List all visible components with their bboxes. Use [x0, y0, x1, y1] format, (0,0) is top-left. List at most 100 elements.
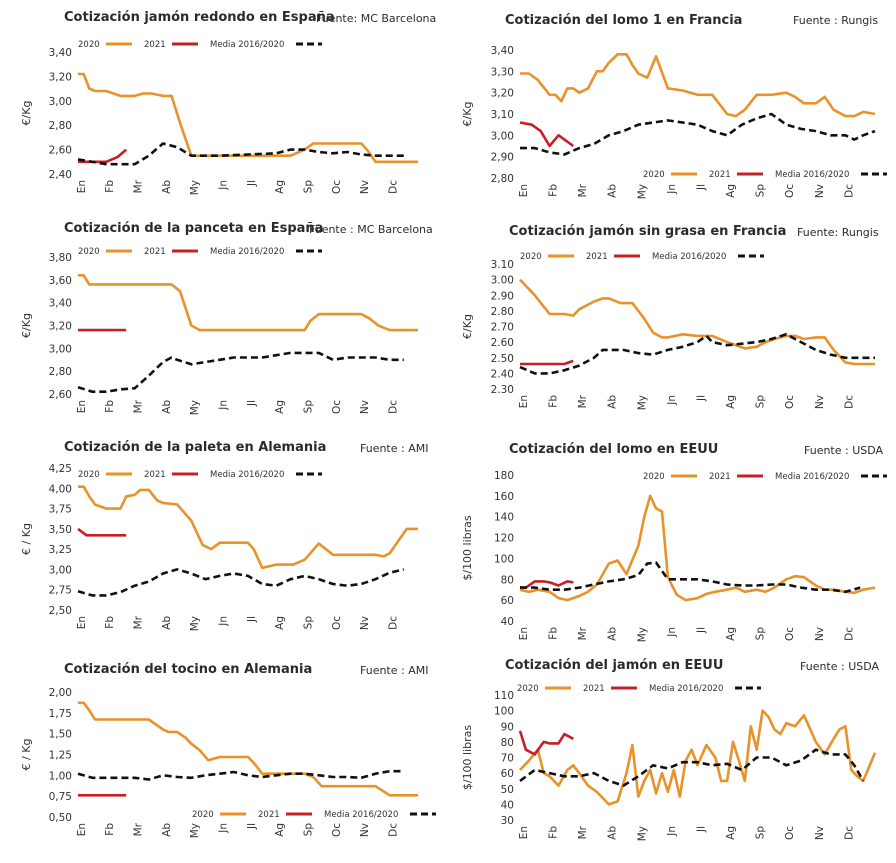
legend-label-y2020: 2020 — [520, 252, 542, 262]
x-tick-label: Fb — [104, 400, 116, 413]
chart-source: Fuente : Rungis — [793, 14, 879, 27]
chart-title: Cotización del tocino en Alemania — [64, 662, 313, 677]
x-tick-label: Jl — [246, 616, 258, 623]
series-line-y2020 — [519, 494, 876, 602]
chart-title: Cotización de la paleta en Alemania — [64, 440, 327, 455]
chart-panel-jamon-redondo-espana: Cotización jamón redondo en España Fuent… — [0, 0, 440, 210]
x-tick-label: My — [636, 395, 648, 410]
x-tick-label: Sp — [755, 826, 767, 840]
x-tick-label: Jn — [666, 395, 678, 406]
y-tick-label: 3,20 — [491, 88, 514, 100]
chart-svg: 2.30 2.40 2.50 2.60 2.70 2.80 2.90 3.00 3.10 €/Kg… — [461, 252, 875, 410]
y-tick-label: 2,60 — [49, 389, 72, 401]
x-tick-label: En — [76, 400, 88, 413]
y-axis-label: € / Kg — [20, 523, 33, 555]
series-line-y2020 — [520, 52, 876, 118]
x-tick-label: Sp — [303, 823, 315, 837]
chart-source: Fuente : AMI — [360, 664, 429, 677]
chart-title: Cotización del lomo en EEUU — [509, 442, 719, 457]
x-tick-label: Fb — [548, 826, 560, 839]
series-line-y2021 — [519, 121, 575, 148]
x-tick-label: Mr — [133, 399, 145, 413]
y-tick-label: 80 — [501, 737, 514, 749]
x-tick-label: My — [189, 400, 201, 415]
x-tick-label: Jl — [695, 184, 707, 191]
x-tick-label: Nv — [359, 400, 371, 414]
chart-svg: 2,50 2,75 3,00 3,25 3,50 3,75 4,00 4,25 € / Kg En… — [20, 463, 418, 631]
chart-svg: 40 60 80 100 120 140 160 180 $/100 libras En Fb Mr A… — [461, 470, 887, 642]
x-tick-label: Nv — [814, 826, 826, 840]
x-tick-label: Ab — [161, 823, 173, 837]
legend-label-media: Media 2016/2020 — [652, 252, 726, 262]
x-tick-label: Ab — [607, 627, 619, 641]
chart-svg: 2,60 2,80 3,00 3,20 3,40 3,60 3,80 €/Kg En Fb Mr Ab… — [20, 247, 418, 415]
x-tick-label: Ab — [161, 180, 173, 194]
x-tick-label: Nv — [359, 180, 371, 194]
y-axis-label: € / Kg — [20, 739, 33, 771]
x-tick-label: En — [518, 184, 530, 197]
x-tick-label: Jn — [218, 823, 230, 834]
y-tick-label: 90 — [501, 721, 514, 733]
series-line-y2020 — [78, 72, 418, 164]
chart-title: Cotización del lomo 1 en Francia — [505, 13, 743, 28]
chart-source: Fuente : MC Barcelona — [309, 223, 433, 236]
x-tick-label: Dc — [843, 627, 855, 641]
x-tick-label: Ab — [161, 616, 173, 630]
y-tick-label: 3,25 — [49, 544, 72, 556]
x-tick-label: Ab — [161, 400, 173, 414]
chart-panel-lomo-eeuu: Cotización del lomo en EEUU Fuente : USD… — [455, 430, 896, 650]
x-tick-label: Dc — [843, 184, 855, 198]
x-tick-label: Mr — [577, 394, 589, 408]
legend-label-media: Media 2016/2020 — [210, 470, 284, 480]
x-tick-label: Ab — [607, 395, 619, 409]
x-tick-label: Oc — [784, 184, 796, 198]
y-tick-label: 0,50 — [49, 812, 72, 824]
x-tick-label: My — [636, 627, 648, 642]
y-axis-label: €/Kg — [461, 314, 474, 339]
chart-svg: 0,50 0,75 1,00 1,25 1,50 1,75 2,00 € / Kg En Fb Mr… — [20, 687, 436, 838]
chart-source: Fuente : USDA — [804, 444, 884, 457]
chart-source: Fuente: MC Barcelona — [316, 12, 437, 25]
y-tick-label: 2,40 — [49, 169, 72, 181]
x-tick-label: Jn — [218, 180, 230, 191]
series-line-y2020 — [519, 278, 875, 366]
x-tick-label: Mr — [133, 822, 145, 836]
x-tick-label: Jl — [695, 627, 707, 634]
y-tick-label: 180 — [494, 470, 514, 482]
x-tick-label: En — [76, 616, 88, 629]
y-tick-label: 2,60 — [49, 145, 72, 157]
y-tick-label: 3,20 — [49, 321, 72, 333]
y-tick-label: 2.40 — [491, 368, 514, 380]
chart-source: Fuente : AMI — [360, 442, 429, 455]
chart-panel-paleta-alemania: Cotización de la paleta en Alemania Fuen… — [0, 430, 440, 650]
y-axis-label: €/Kg — [20, 313, 33, 338]
y-tick-label: 3,75 — [49, 504, 72, 516]
x-tick-label: Ab — [607, 184, 619, 198]
legend-label-y2020: 2020 — [192, 810, 214, 820]
y-tick-label: 2,00 — [49, 687, 72, 699]
chart-title: Cotización jamón sin grasa en Francia — [509, 224, 787, 239]
y-tick-label: 2,80 — [491, 173, 514, 185]
x-tick-label: Mr — [133, 615, 145, 629]
x-tick-label: Dc — [843, 826, 855, 840]
y-tick-label: 3,40 — [49, 47, 72, 59]
y-tick-label: 2,80 — [49, 366, 72, 378]
y-tick-label: 3,20 — [49, 71, 72, 83]
series-line-media — [77, 769, 404, 781]
y-tick-label: 2.60 — [491, 337, 514, 349]
x-tick-label: Sp — [303, 616, 315, 630]
y-tick-label: 2.30 — [491, 384, 514, 396]
y-tick-label: 4,25 — [49, 463, 72, 475]
series-line-media — [519, 748, 865, 787]
legend-label-y2021: 2021 — [258, 810, 280, 820]
x-tick-label: Fb — [548, 395, 560, 408]
y-tick-label: 60 — [501, 768, 514, 780]
x-tick-label: Nv — [814, 627, 826, 641]
y-tick-label: 2.80 — [491, 306, 514, 318]
y-tick-label: 3,40 — [49, 298, 72, 310]
x-tick-label: Oc — [331, 180, 343, 194]
x-tick-label: Ab — [607, 826, 619, 840]
legend-label-media: Media 2016/2020 — [775, 472, 849, 482]
y-tick-label: 60 — [501, 595, 514, 607]
x-tick-label: Oc — [784, 826, 796, 840]
